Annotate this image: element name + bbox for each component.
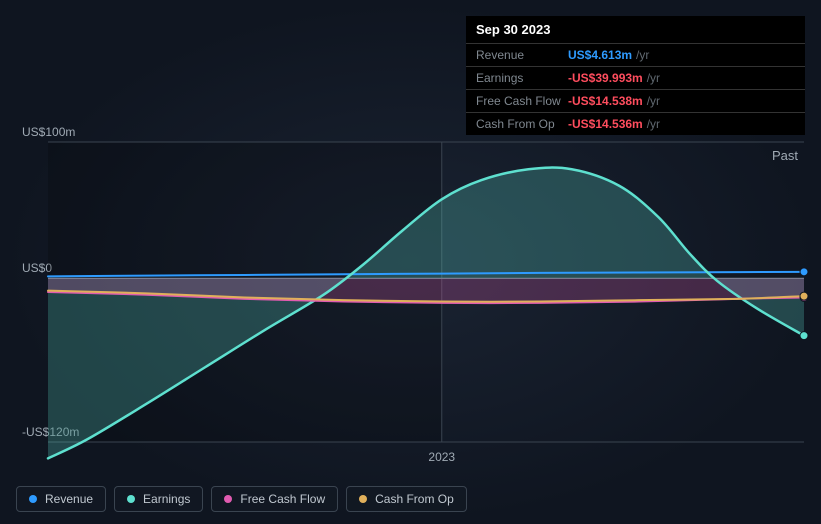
tooltip-metric-value: -US$39.993m bbox=[568, 71, 643, 85]
tooltip-metric-label: Earnings bbox=[476, 71, 568, 85]
legend-label: Earnings bbox=[143, 492, 190, 506]
legend-label: Free Cash Flow bbox=[240, 492, 325, 506]
tooltip-metric-label: Free Cash Flow bbox=[476, 94, 568, 108]
tooltip-metric-unit: /yr bbox=[647, 71, 660, 85]
tooltip-metric-value: -US$14.538m bbox=[568, 94, 643, 108]
legend-dot-icon bbox=[29, 495, 37, 503]
tooltip-row: Free Cash Flow-US$14.538m/yr bbox=[466, 90, 805, 113]
legend-dot-icon bbox=[359, 495, 367, 503]
legend-label: Cash From Op bbox=[375, 492, 454, 506]
tooltip-row: RevenueUS$4.613m/yr bbox=[466, 44, 805, 67]
tooltip-metric-label: Cash From Op bbox=[476, 117, 568, 131]
legend: Revenue Earnings Free Cash Flow Cash From O… bbox=[16, 486, 467, 512]
legend-label: Revenue bbox=[45, 492, 93, 506]
tooltip-metric-unit: /yr bbox=[647, 94, 660, 108]
legend-dot-icon bbox=[127, 495, 135, 503]
tooltip-row: Cash From Op-US$14.536m/yr bbox=[466, 113, 805, 135]
chart-area: US$100mUS$0-US$120m Past 2023 bbox=[16, 120, 804, 462]
tooltip-row: Earnings-US$39.993m/yr bbox=[466, 67, 805, 90]
tooltip-metric-value: US$4.613m bbox=[568, 48, 632, 62]
tooltip-metric-unit: /yr bbox=[636, 48, 649, 62]
data-tooltip: Sep 30 2023 RevenueUS$4.613m/yrEarnings-… bbox=[466, 16, 805, 135]
legend-dot-icon bbox=[224, 495, 232, 503]
tooltip-metric-label: Revenue bbox=[476, 48, 568, 62]
tooltip-date: Sep 30 2023 bbox=[466, 16, 805, 44]
x-axis-tick: 2023 bbox=[428, 450, 455, 464]
y-axis-tick: US$100m bbox=[22, 125, 75, 139]
legend-item-revenue[interactable]: Revenue bbox=[16, 486, 106, 512]
legend-item-cfo[interactable]: Cash From Op bbox=[346, 486, 467, 512]
tooltip-metric-unit: /yr bbox=[647, 117, 660, 131]
legend-item-earnings[interactable]: Earnings bbox=[114, 486, 203, 512]
tooltip-metric-value: -US$14.536m bbox=[568, 117, 643, 131]
legend-item-fcf[interactable]: Free Cash Flow bbox=[211, 486, 338, 512]
chart-svg bbox=[48, 142, 804, 442]
